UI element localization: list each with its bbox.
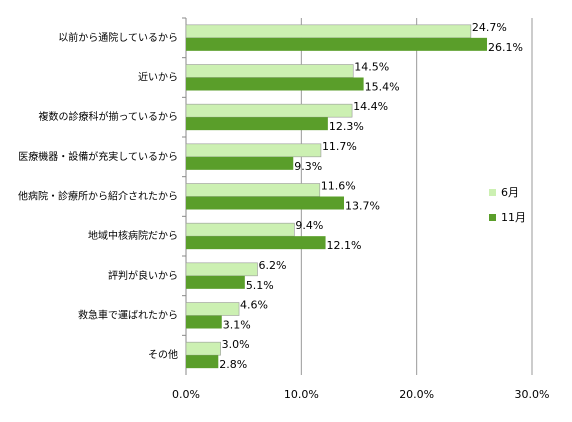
value-label: 2.8% <box>219 358 247 371</box>
x-tick-label: 0.0% <box>172 388 200 401</box>
value-label: 5.1% <box>246 279 274 292</box>
category-label: 以前から通院しているから <box>58 31 178 44</box>
category-label: 他病院・診療所から紹介されたから <box>18 190 178 203</box>
value-label: 4.6% <box>240 299 268 312</box>
value-label: 14.5% <box>354 61 389 74</box>
value-label: 6.2% <box>259 259 287 272</box>
category-label: その他 <box>148 348 178 361</box>
bar <box>185 24 472 39</box>
value-label: 3.1% <box>223 319 251 332</box>
category-label: 地域中核病院だから <box>88 229 178 242</box>
category-label: 評判が良いから <box>108 269 178 282</box>
value-label: 12.1% <box>327 239 362 252</box>
bar <box>186 77 364 91</box>
bar <box>185 222 295 237</box>
bar <box>185 64 354 78</box>
legend-swatch <box>489 214 496 221</box>
value-label: 15.4% <box>365 81 400 94</box>
bar <box>186 236 326 250</box>
value-label: 12.3% <box>329 120 364 133</box>
bar <box>185 143 322 158</box>
bar <box>186 355 219 369</box>
category-label: 近いから <box>138 71 178 84</box>
value-label: 26.1% <box>488 41 523 54</box>
x-tick-label: 20.0% <box>399 388 434 401</box>
category-label: 複数の診療科が揃っているから <box>39 110 179 123</box>
value-label: 9.3% <box>294 160 322 173</box>
category-label: 救急車で運ばれたから <box>78 309 178 322</box>
value-label: 14.4% <box>353 100 388 113</box>
bar <box>186 156 294 170</box>
x-tick-label: 10.0% <box>284 388 319 401</box>
value-label: 9.4% <box>295 219 323 232</box>
bar <box>185 183 321 197</box>
value-label: 3.0% <box>222 338 250 351</box>
value-label: 11.7% <box>322 140 357 153</box>
x-tick-label: 30.0% <box>515 388 550 401</box>
category-label: 医療機器・設備が充実しているから <box>18 150 178 163</box>
legend-label: 11月 <box>501 211 526 224</box>
bar <box>186 275 245 289</box>
bar <box>185 302 240 316</box>
bar <box>185 103 353 118</box>
value-label: 13.7% <box>345 200 380 213</box>
bar <box>186 315 222 329</box>
bar <box>185 262 258 277</box>
bar <box>186 37 488 51</box>
legend-swatch <box>489 189 496 196</box>
bar <box>185 341 221 356</box>
legend-label: 6月 <box>501 186 519 199</box>
value-label: 11.6% <box>321 180 356 193</box>
bar <box>186 196 345 210</box>
value-label: 24.7% <box>472 21 507 34</box>
bar <box>186 117 328 131</box>
